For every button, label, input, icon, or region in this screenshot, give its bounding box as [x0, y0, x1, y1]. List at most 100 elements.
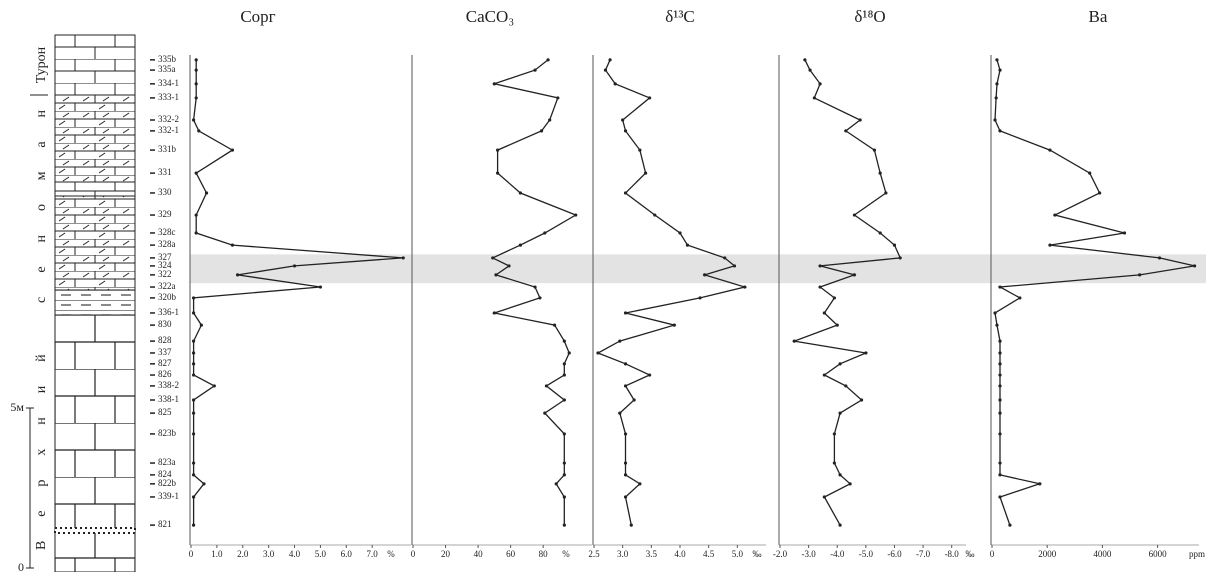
sample-point	[898, 256, 902, 260]
sample-point	[1053, 213, 1057, 217]
sample-label: 826	[158, 369, 172, 379]
x-tick-label: 2.0	[237, 549, 249, 559]
sample-point	[496, 171, 500, 175]
sample-point	[533, 285, 537, 289]
sample-point	[998, 398, 1002, 402]
sample-point	[1098, 191, 1102, 195]
scale-label: 0	[18, 560, 24, 572]
sample-point	[808, 68, 812, 72]
x-tick-label: 40	[474, 549, 484, 559]
sample-point	[623, 129, 628, 133]
sample-point	[632, 398, 636, 402]
x-tick-label: -7.0	[916, 549, 931, 559]
panel-title: δ¹⁸O	[854, 7, 885, 26]
sample-label: 338-1	[158, 394, 179, 404]
sample-point	[191, 296, 196, 300]
x-tick-label: 1.0	[211, 549, 223, 559]
sample-point	[1192, 264, 1197, 268]
sample-point	[230, 243, 235, 247]
sample-point	[1048, 243, 1052, 247]
sample-point	[1122, 231, 1127, 235]
sample-point	[623, 432, 628, 436]
sample-point	[191, 339, 196, 343]
sample-point	[803, 58, 807, 62]
sample-label: 335a	[158, 64, 176, 74]
sample-point	[858, 118, 862, 122]
sample-point	[562, 432, 566, 436]
sandy-layer	[54, 527, 136, 534]
sample-point	[191, 495, 196, 499]
x-tick-label: 4000	[1093, 549, 1112, 559]
highlight-band	[190, 254, 1206, 284]
sample-point	[194, 213, 198, 217]
x-unit: ‰	[753, 549, 762, 559]
sample-point	[562, 461, 566, 465]
sample-point	[832, 296, 836, 300]
x-tick-label: 2.5	[588, 549, 600, 559]
x-tick-label: 4.5	[703, 549, 715, 559]
sample-point	[1138, 273, 1142, 277]
panel-title: Ba	[1089, 7, 1108, 26]
sample-label: 322	[158, 269, 172, 279]
x-tick-label: 6000	[1149, 549, 1168, 559]
sample-point	[603, 68, 608, 72]
sample-point	[653, 213, 657, 217]
sample-point	[638, 482, 642, 486]
sample-point	[678, 231, 682, 235]
sample-point	[1038, 482, 1042, 486]
sample-point	[562, 398, 566, 402]
sample-point	[1018, 296, 1022, 300]
sample-point	[204, 191, 209, 195]
sample-point	[685, 243, 690, 247]
sample-label: 332-2	[158, 114, 179, 124]
sample-point	[318, 285, 323, 289]
sample-label: 821	[158, 519, 172, 529]
profile-line	[596, 59, 748, 526]
sample-point	[562, 373, 566, 377]
sample-point	[998, 432, 1002, 436]
x-tick-label: -3.0	[801, 549, 816, 559]
x-tick-label: 7.0	[367, 549, 379, 559]
sample-label: 322a	[158, 281, 176, 291]
sample-label: 331	[158, 167, 172, 177]
sample-point	[998, 411, 1002, 415]
panel-title: CaCO₃	[466, 7, 515, 26]
sample-point	[878, 231, 882, 235]
sample-point	[998, 495, 1002, 499]
scale-label: 5м	[10, 400, 24, 414]
sample-point	[197, 129, 201, 133]
sample-point	[792, 339, 796, 343]
x-tick-label: 5.0	[732, 549, 744, 559]
sample-point	[492, 311, 496, 315]
sample-point	[818, 264, 822, 268]
sample-label: 327	[158, 252, 172, 262]
sample-point	[618, 411, 622, 415]
sample-point	[998, 68, 1002, 72]
sample-point	[832, 461, 836, 465]
sample-label: 324	[158, 260, 172, 270]
sample-point	[596, 351, 600, 355]
sample-point	[533, 68, 537, 72]
sample-label: 825	[158, 407, 172, 417]
x-tick-label: 3.5	[646, 549, 658, 559]
sample-label: 328c	[158, 227, 176, 237]
x-tick-label: 2000	[1038, 549, 1057, 559]
sample-label: 337	[158, 347, 172, 357]
sample-label: 334-1	[158, 78, 179, 88]
sample-point	[574, 213, 578, 217]
sample-point	[822, 311, 826, 315]
sample-label: 339-1	[158, 491, 179, 501]
sample-point	[230, 148, 235, 152]
sample-label: 332-1	[158, 125, 179, 135]
sample-point	[838, 523, 842, 527]
sample-point	[998, 461, 1002, 465]
sample-point	[507, 264, 511, 268]
sample-point	[852, 273, 857, 277]
sample-point	[743, 285, 747, 289]
sample-point	[191, 411, 196, 415]
sample-point	[703, 273, 707, 277]
sample-point	[998, 285, 1002, 289]
sample-point	[567, 351, 571, 355]
x-tick-label: 0	[189, 549, 194, 559]
sample-point	[623, 495, 628, 499]
